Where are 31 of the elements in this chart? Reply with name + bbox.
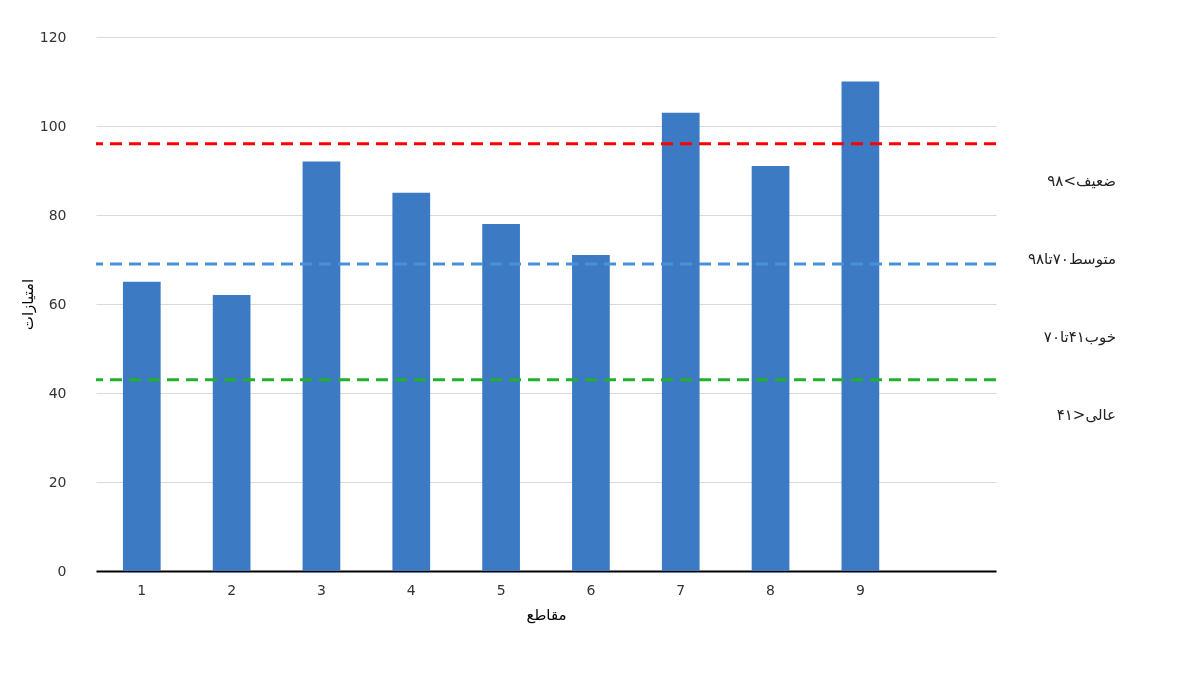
x-tick-label: 1	[137, 581, 147, 598]
x-tick-label: 8	[766, 581, 776, 598]
bar	[482, 223, 520, 571]
y-tick-label: 60	[48, 295, 67, 312]
y-tick-label: 80	[48, 206, 67, 223]
text: خوب۴۱تا۷۰	[1043, 328, 1116, 346]
x-axis-title: مقاطع	[526, 605, 567, 624]
x-tick-label: 4	[406, 581, 416, 598]
y-axis-title: امتیازات	[18, 278, 37, 331]
x-tick-label: 9	[855, 581, 865, 598]
bar	[122, 281, 161, 571]
bar	[751, 166, 790, 571]
bar	[661, 112, 700, 571]
x-tick-label: 7	[676, 581, 686, 598]
y-tick-label: 20	[48, 473, 67, 490]
text: متوسط۷۰تا۹۸	[1027, 250, 1116, 268]
x-tick-label: 6	[586, 581, 596, 598]
bar	[841, 81, 880, 571]
x-tick-label: 2	[227, 581, 237, 598]
x-tick-label: 5	[496, 581, 506, 598]
bar	[392, 192, 431, 571]
y-tick-label: 40	[48, 384, 67, 401]
bar	[212, 295, 251, 571]
text: عالی<۴۱	[1056, 406, 1116, 424]
y-tick-label: 0	[57, 562, 67, 579]
y-tick-label: 100	[39, 117, 67, 134]
x-tick-label: 3	[316, 581, 326, 598]
bar	[302, 161, 341, 571]
y-tick-label: 120	[39, 28, 67, 45]
text: ضعیف>۹۸	[1047, 172, 1116, 190]
bar	[572, 255, 610, 571]
